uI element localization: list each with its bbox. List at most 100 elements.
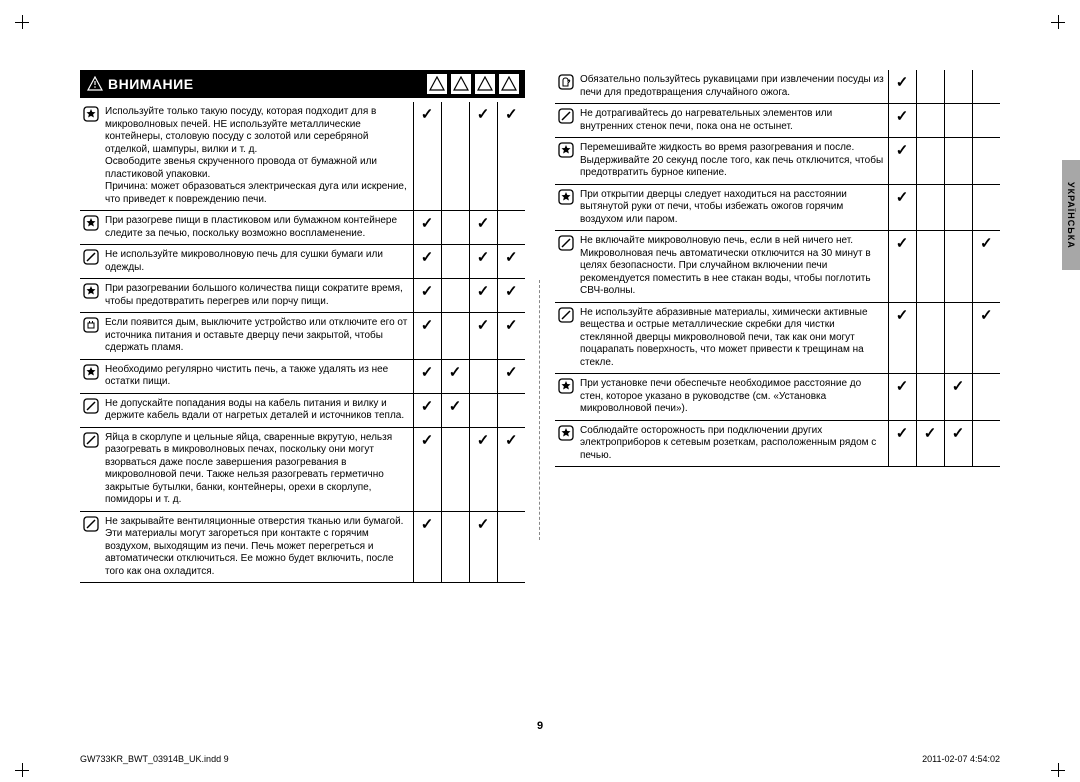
check-cell: [497, 511, 525, 583]
print-footer: GW733KR_BWT_03914B_UK.indd 9 2011-02-07 …: [80, 754, 1000, 764]
check-cell: [972, 302, 1000, 374]
hazard-icon: [499, 74, 519, 94]
table-row: При разогреве пищи в пластиковом или бум…: [80, 211, 525, 245]
check-cell: [413, 393, 441, 427]
warning-text: Не используйте абразивные материалы, хим…: [577, 302, 888, 374]
check-cell: [441, 313, 469, 360]
warning-text: Не дотрагивайтесь до нагревательных элем…: [577, 104, 888, 138]
check-cell: [469, 393, 497, 427]
warning-text: Не включайте микроволновую печь, если в …: [577, 231, 888, 303]
check-cell: [944, 420, 972, 467]
check-cell: [497, 279, 525, 313]
check-cell: [441, 511, 469, 583]
check-cell: [441, 211, 469, 245]
warning-text: Соблюдайте осторожность при подключении …: [577, 420, 888, 467]
warning-header: ВНИМАНИЕ: [80, 70, 525, 98]
ban-icon: [80, 393, 102, 427]
check-cell: [916, 231, 944, 303]
check-cell: [972, 138, 1000, 185]
check-cell: [441, 393, 469, 427]
table-row: Не включайте микроволновую печь, если в …: [555, 231, 1000, 303]
header-title: ВНИМАНИЕ: [108, 76, 427, 92]
warning-text: Если появится дым, выключите устройство …: [102, 313, 413, 360]
check-cell: [916, 104, 944, 138]
check-cell: [497, 211, 525, 245]
warning-text: Необходимо регулярно чистить печь, а так…: [102, 359, 413, 393]
check-cell: [413, 359, 441, 393]
check-cell: [413, 245, 441, 279]
check-cell: [916, 138, 944, 185]
check-cell: [413, 511, 441, 583]
table-row: Не дотрагивайтесь до нагревательных элем…: [555, 104, 1000, 138]
check-cell: [944, 302, 972, 374]
check-cell: [888, 184, 916, 231]
check-cell: [441, 279, 469, 313]
star-icon: [80, 211, 102, 245]
check-cell: [972, 104, 1000, 138]
ban-icon: [555, 231, 577, 303]
check-cell: [469, 313, 497, 360]
check-cell: [469, 245, 497, 279]
star-icon: [555, 184, 577, 231]
ban-icon: [80, 245, 102, 279]
check-cell: [972, 374, 1000, 421]
table-row: Соблюдайте осторожность при подключении …: [555, 420, 1000, 467]
check-cell: [469, 359, 497, 393]
footer-date: 2011-02-07 4:54:02: [922, 754, 1000, 764]
check-cell: [888, 302, 916, 374]
warning-text: Не допускайте попадания воды на кабель п…: [102, 393, 413, 427]
header-icon-group: [427, 74, 519, 94]
star-icon: [80, 102, 102, 211]
hazard-icon: [427, 74, 447, 94]
footer-file: GW733KR_BWT_03914B_UK.indd 9: [80, 754, 229, 764]
check-cell: [441, 427, 469, 511]
check-cell: [944, 184, 972, 231]
table-row: При установке печи обеспечьте необходимо…: [555, 374, 1000, 421]
left-column: ВНИМАНИЕ Используйте только такую посуду…: [80, 70, 525, 583]
check-cell: [888, 374, 916, 421]
check-cell: [469, 102, 497, 211]
check-cell: [441, 102, 469, 211]
table-row: Используйте только такую посуду, которая…: [80, 102, 525, 211]
hazard-icon: [451, 74, 471, 94]
check-cell: [888, 104, 916, 138]
check-cell: [469, 211, 497, 245]
check-cell: [497, 359, 525, 393]
warning-text: При установке печи обеспечьте необходимо…: [577, 374, 888, 421]
check-cell: [972, 70, 1000, 104]
table-row: Не допускайте попадания воды на кабель п…: [80, 393, 525, 427]
crop-mark: [15, 15, 29, 29]
ban-icon: [80, 511, 102, 583]
star-icon: [555, 138, 577, 185]
check-cell: [497, 393, 525, 427]
ban-icon: [80, 427, 102, 511]
check-cell: [413, 211, 441, 245]
table-row: Необходимо регулярно чистить печь, а так…: [80, 359, 525, 393]
warning-text: Не используйте микроволновую печь для су…: [102, 245, 413, 279]
check-cell: [916, 70, 944, 104]
table-row: Не используйте микроволновую печь для су…: [80, 245, 525, 279]
check-cell: [888, 420, 916, 467]
warning-text: Перемешивайте жидкость во время разогрев…: [577, 138, 888, 185]
check-cell: [413, 279, 441, 313]
check-cell: [916, 420, 944, 467]
table-row: При открытии дверцы следует находиться н…: [555, 184, 1000, 231]
table-row: Яйца в скорлупе и цельные яйца, сваренны…: [80, 427, 525, 511]
crop-mark: [15, 763, 29, 777]
page-number: 9: [0, 720, 1080, 732]
check-cell: [888, 138, 916, 185]
check-cell: [972, 184, 1000, 231]
check-cell: [469, 511, 497, 583]
hazard-icon: [475, 74, 495, 94]
check-cell: [888, 70, 916, 104]
warning-text: Не закрывайте вентиляционные отверстия т…: [102, 511, 413, 583]
check-cell: [413, 102, 441, 211]
check-cell: [944, 138, 972, 185]
check-cell: [888, 231, 916, 303]
table-row: Не используйте абразивные материалы, хим…: [555, 302, 1000, 374]
warning-text: При открытии дверцы следует находиться н…: [577, 184, 888, 231]
check-cell: [916, 302, 944, 374]
check-cell: [441, 245, 469, 279]
ban-icon: [555, 104, 577, 138]
check-cell: [497, 427, 525, 511]
